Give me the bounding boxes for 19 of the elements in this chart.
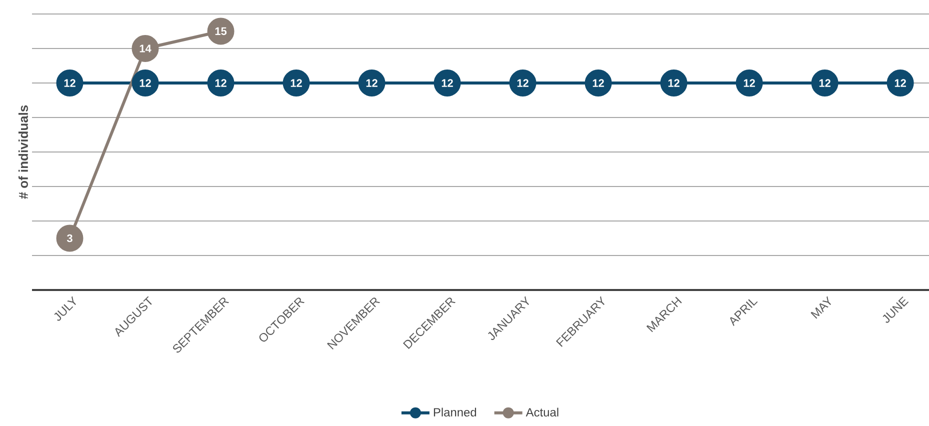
legend-label: Actual [526, 408, 558, 417]
data-label: 12 [442, 79, 453, 87]
data-label: 12 [140, 79, 151, 87]
data-label: 12 [215, 79, 226, 87]
data-label: 12 [517, 79, 528, 87]
data-label: 12 [668, 79, 680, 87]
data-label: 12 [366, 79, 378, 87]
data-label: 12 [290, 79, 302, 87]
data-label: 12 [819, 79, 830, 87]
legend-label: Planned [434, 408, 476, 417]
y-axis-title: # of individuals [18, 105, 28, 199]
data-label: 12 [894, 79, 906, 87]
data-label: 15 [215, 27, 227, 36]
data-label: 12 [744, 79, 755, 87]
data-label: 12 [64, 79, 76, 87]
data-label: 12 [592, 79, 604, 87]
data-label: 3 [66, 234, 72, 242]
data-label: 14 [140, 44, 152, 52]
point [56, 224, 84, 252]
